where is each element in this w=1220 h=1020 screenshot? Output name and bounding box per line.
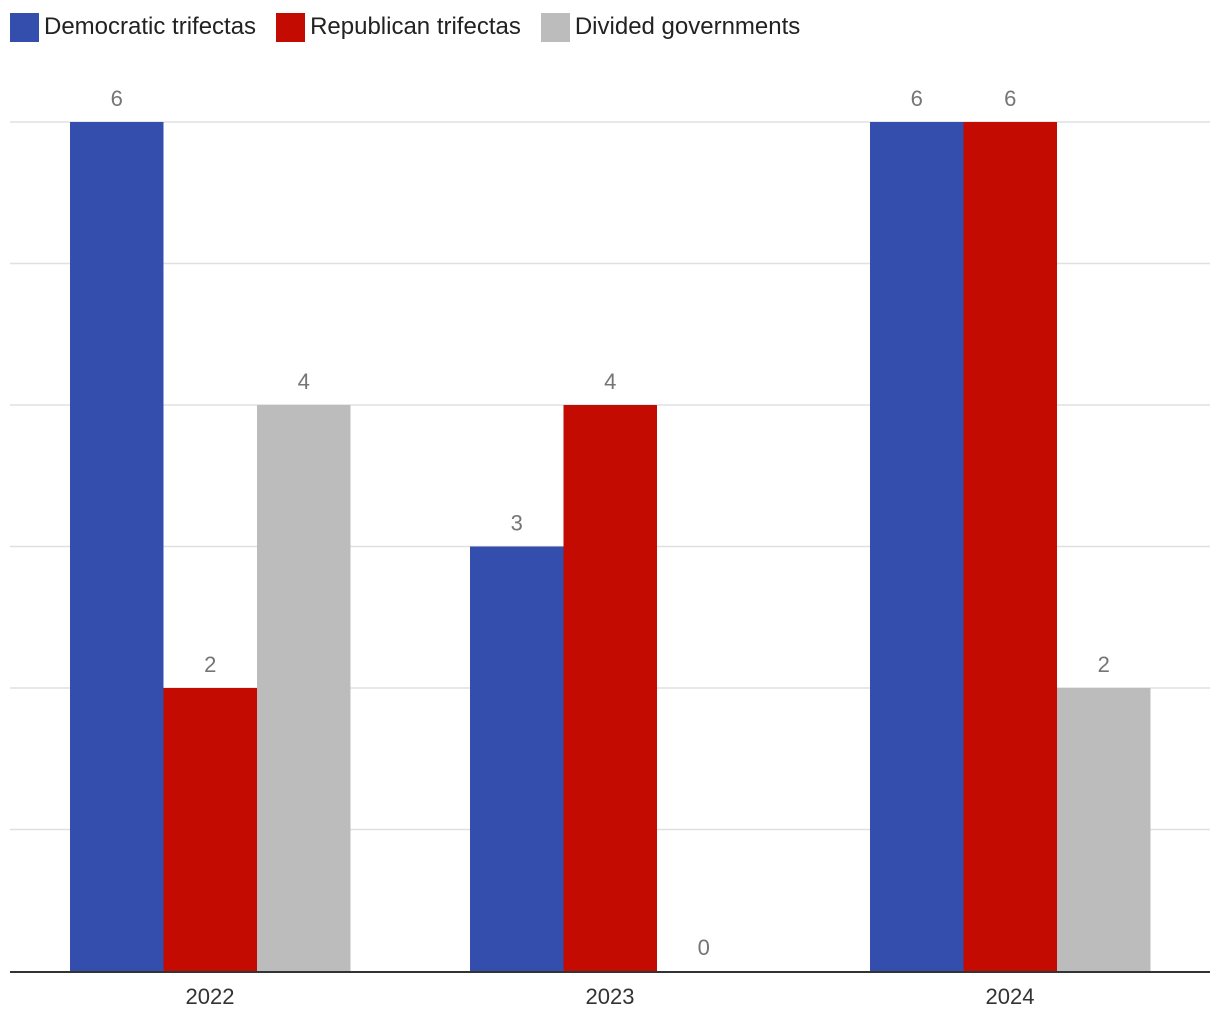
- bar-2022-2: [163, 688, 257, 971]
- data-label: 4: [604, 369, 616, 394]
- data-label: 2: [1098, 652, 1110, 677]
- legend-label-republican: Republican trifectas: [310, 13, 521, 40]
- data-label: 2: [204, 652, 216, 677]
- legend-swatch-democratic: [10, 12, 39, 42]
- data-label: 6: [1004, 86, 1016, 111]
- data-label: 6: [111, 86, 123, 111]
- legend: Democratic trifectas Republican trifecta…: [10, 12, 820, 42]
- legend-item-republican: Republican trifectas: [276, 12, 521, 42]
- legend-item-divided: Divided governments: [540, 12, 801, 42]
- x-tick-label: 2023: [586, 984, 635, 1009]
- legend-swatch-divided: [540, 12, 570, 42]
- bar-2022-3: [257, 405, 351, 971]
- data-label: 4: [298, 369, 310, 394]
- legend-item-democratic: Democratic trifectas: [10, 12, 257, 42]
- bar-2024-3: [1057, 688, 1151, 971]
- legend-label-divided: Divided governments: [574, 13, 801, 40]
- data-label: 0: [698, 935, 710, 960]
- legend-swatch-republican: [276, 12, 306, 42]
- x-tick-label: 2022: [186, 984, 235, 1009]
- bar-2024-1: [870, 122, 964, 971]
- data-label: 6: [911, 86, 923, 111]
- bar-2023-2: [563, 405, 657, 971]
- bar-2022-1: [70, 122, 164, 971]
- legend-label-democratic: Democratic trifectas: [44, 13, 257, 40]
- bar-2023-1: [470, 546, 564, 971]
- x-tick-label: 2024: [986, 984, 1035, 1009]
- data-label: 3: [511, 511, 523, 536]
- bar-2024-2: [963, 122, 1057, 971]
